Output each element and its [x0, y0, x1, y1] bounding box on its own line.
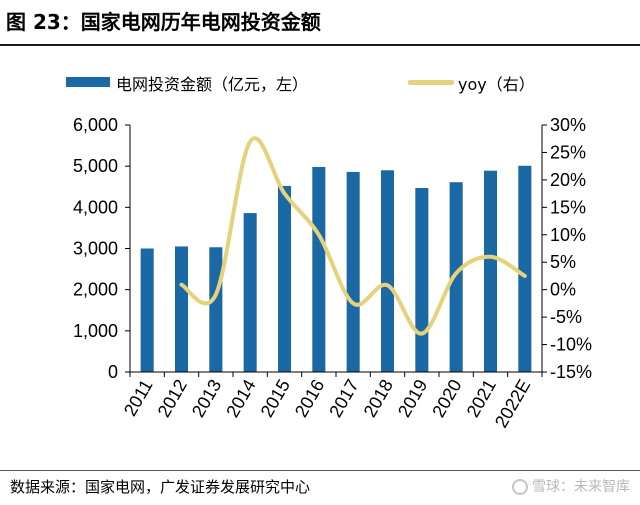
source-note: 数据来源：国家电网，广发证券发展研究中心: [10, 478, 311, 496]
right-tick-label: 15%: [550, 197, 586, 217]
left-tick-label: 2,000: [73, 280, 118, 300]
x-tick-label-2020: 2020: [428, 376, 465, 421]
chart-legend: 电网投资金额（亿元，左） yoy（右）: [0, 70, 640, 94]
watermark: 雪球：未来智库: [512, 476, 630, 496]
bar-2012: [174, 246, 189, 372]
title-divider: [0, 44, 640, 46]
bar-2018: [380, 170, 395, 372]
bar-2011: [140, 248, 154, 372]
legend-bar-label: 电网投资金额（亿元，左）: [116, 75, 309, 94]
right-tick-label: 20%: [550, 170, 586, 190]
x-tick-label-2015: 2015: [257, 376, 294, 421]
left-tick-label: 4,000: [73, 197, 118, 217]
x-tick-label-2016: 2016: [291, 376, 328, 421]
x-tick-label-2011: 2011: [120, 376, 157, 420]
bar-2013: [209, 247, 223, 372]
left-tick-label: 5,000: [73, 156, 118, 176]
bar-2014: [243, 213, 257, 372]
right-tick-label: 10%: [550, 225, 586, 245]
legend-line-label: yoy（右）: [458, 75, 535, 94]
right-tick-label: 30%: [550, 115, 586, 135]
legend-bar-swatch: [66, 77, 110, 87]
left-tick-label: 3,000: [73, 239, 118, 259]
yoy-line: [179, 136, 527, 336]
right-tick-label: 0%: [550, 280, 576, 300]
investment-chart: 0 1,000 2,000 3,000 4,000 5,000 6,000 -15% -10% -…: [73, 115, 592, 431]
left-tick-label: 1,000: [73, 321, 118, 341]
bar-2017: [346, 171, 360, 372]
bar-2020: [449, 182, 463, 372]
legend-line-swatch: [408, 80, 454, 85]
source-divider: [0, 470, 640, 471]
bar-2022E: [518, 165, 532, 372]
bar-2019: [415, 187, 429, 372]
watermark-logo-icon: [512, 479, 528, 495]
right-tick-label: 5%: [550, 252, 576, 272]
left-tick-label: 0: [108, 362, 118, 382]
right-tick-label: -15%: [550, 362, 592, 382]
right-tick-label: 25%: [550, 142, 586, 162]
left-tick-label: 6,000: [73, 115, 118, 135]
x-tick-label-2019: 2019: [394, 376, 431, 421]
right-tick-label: -5%: [550, 307, 582, 327]
x-tick-label-2014: 2014: [222, 376, 259, 421]
bar-2016: [312, 166, 326, 372]
x-tick-label-2017: 2017: [325, 376, 362, 421]
figure-title: 图 23：国家电网历年电网投资金额: [6, 10, 321, 34]
x-tick-label-2013: 2013: [188, 376, 225, 421]
bar-2015: [277, 185, 292, 372]
x-tick-label-2022E: 2022E: [491, 376, 534, 431]
x-tick-label-2018: 2018: [360, 376, 397, 421]
right-tick-label: -10%: [550, 335, 592, 355]
bar-2021: [483, 170, 498, 372]
x-tick-label-2012: 2012: [154, 376, 191, 421]
watermark-text: 雪球：未来智库: [532, 479, 630, 495]
